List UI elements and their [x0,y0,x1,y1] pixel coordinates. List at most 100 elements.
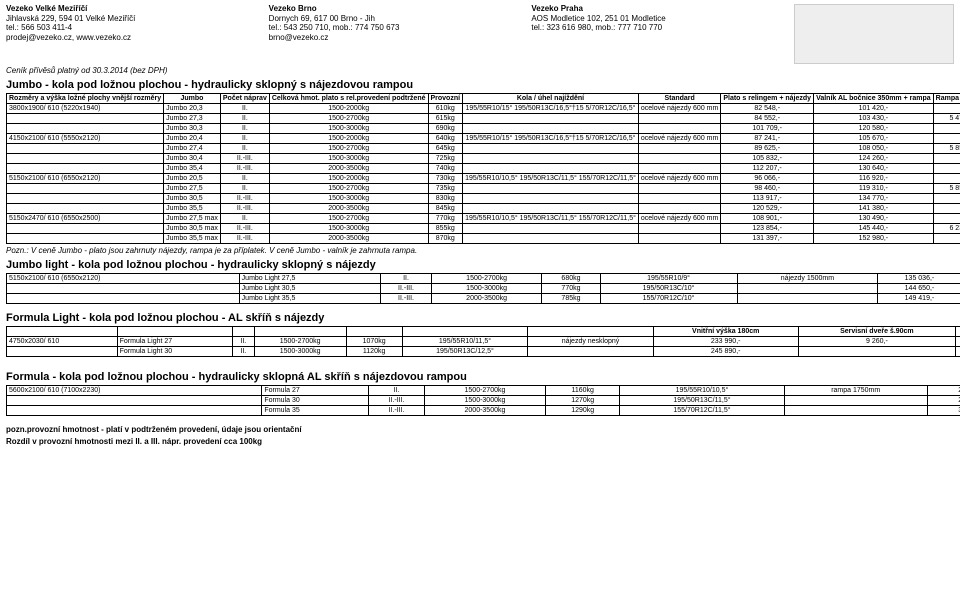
col-header: Kola / úhel najíždění [463,94,639,104]
cell: 2000-3500kg [269,204,428,214]
cell: 640kg [428,134,463,144]
cell: 135 036,- [878,274,960,284]
cell [463,144,639,154]
cell [933,134,960,144]
cell: 155/70R12C/10° [600,294,737,304]
cell [7,184,164,194]
cell: 124 260,- [814,154,934,164]
cell: 120 529,- [721,204,814,214]
cell: 108 901,- [721,214,814,224]
cell: 1500-3000kg [431,284,542,294]
table-row: Formula 35II.-III.2000-3500kg1290kg155/7… [7,406,960,416]
cell: 855kg [428,224,463,234]
cell: 1290kg [546,406,620,416]
cell [463,194,639,204]
cell: 830kg [428,194,463,204]
cell: II. [220,124,269,134]
cell: II.-III. [220,224,269,234]
cell: 3 920,- [956,347,960,357]
cell: 103 430,- [814,114,934,124]
cell [7,284,240,294]
table-row: Formula 30II.-III.1500-3000kg1270kg195/5… [7,396,960,406]
cell: Formula Light 27 [117,337,232,347]
cell [463,184,639,194]
h3-l2: AOS Modletice 102, 251 01 Modletice [531,14,784,24]
cell [933,204,960,214]
cell: 105 670,- [814,134,934,144]
cell: 5600x2100/ 610 (7100x2230) [7,386,262,396]
cell [933,214,960,224]
cell [7,347,118,357]
cell [463,124,639,134]
section-2-title: Jumbo light - kola pod ložnou plochou - … [6,259,960,271]
cell: 195/50R13C/10° [600,284,737,294]
cell: 307 490,- [927,406,960,416]
cell: 141 380,- [814,204,934,214]
col-header: Počet náprav [220,94,269,104]
cell: 5150x2470/ 610 (6550x2500) [7,214,164,224]
footnote-2: Rozdíl v provozní hmotnosti mezi II. a I… [6,437,960,446]
table-row: Formula Light 30II.1500-3000kg1120kg195/… [7,347,960,357]
cell [638,144,720,154]
table-row: Jumbo 35,5 maxII.-III.2000-3500kg870kg13… [7,234,960,244]
cell: 1160kg [546,386,620,396]
cell [7,396,262,406]
cell [737,294,878,304]
table-row: 5150x2100/ 610 (6550x2120)Jumbo Light 27… [7,274,960,284]
col-header [117,327,232,337]
cell: Jumbo 35,5 max [164,234,221,244]
cell: 1500-2000kg [269,174,428,184]
cell: 4150x2100/ 610 (5550x2120) [7,134,164,144]
header-col1: Vezeko Velké Meziříčí Jihlavská 229, 594… [6,4,259,64]
cell [933,104,960,114]
cell: 2000-3500kg [424,406,545,416]
cell: II.-III. [220,194,269,204]
cell: Jumbo 30,3 [164,124,221,134]
cell: 119 310,- [814,184,934,194]
cell [638,154,720,164]
cell: Jumbo 27,4 [164,144,221,154]
cell: 1500-3000kg [424,396,545,406]
cell: 2000-3500kg [269,234,428,244]
table-row: 4750x2030/ 610Formula Light 27II.1500-27… [7,337,960,347]
table-row: 3800x1900/ 610 (5220x1940)Jumbo 20,3II.1… [7,104,960,114]
col-header: Servisní dveře š.90cm [798,327,955,337]
cell: 785kg [542,294,600,304]
cell: 1500-2700kg [269,114,428,124]
table-row: Jumbo 30,5II.-III.1500-3000kg830kg113 91… [7,194,960,204]
cell: 725kg [428,154,463,164]
h1-l2: Jihlavská 229, 594 01 Velké Meziříčí [6,14,259,24]
cell [638,164,720,174]
h2-l3: tel.: 543 250 710, mob.: 774 750 673 [269,23,522,33]
cell: Jumbo 35,4 [164,164,221,174]
cell [7,144,164,154]
cell [638,124,720,134]
cell: 287 400,- [927,386,960,396]
cell: 149 419,- [878,294,960,304]
cell: 84 552,- [721,114,814,124]
cell: 101 709,- [721,124,814,134]
cell: 120 580,- [814,124,934,134]
cell: II.-III. [369,396,424,406]
cell [933,194,960,204]
cell: 615kg [428,114,463,124]
cell [638,194,720,204]
col-header [7,327,118,337]
cell: II. [220,184,269,194]
section-1-title: Jumbo - kola pod ložnou plochou - hydrau… [6,79,954,91]
cell: II. [220,134,269,144]
cell: 116 920,- [814,174,934,184]
cell: 9 260,- [798,337,955,347]
cell [638,184,720,194]
cell: 2000-3500kg [431,294,542,304]
cell [463,164,639,174]
cell: II. [220,214,269,224]
cell: 123 854,- [721,224,814,234]
col-header [402,327,528,337]
cell: 82 548,- [721,104,814,114]
cell: II. [220,174,269,184]
table-jumbo: Rozměry a výška ložné plochy vnější rozm… [6,93,960,244]
cell: Jumbo 27,5 [164,184,221,194]
cell: Jumbo Light 30,5 [239,284,381,294]
h2-l1: Vezeko Brno [269,4,522,14]
